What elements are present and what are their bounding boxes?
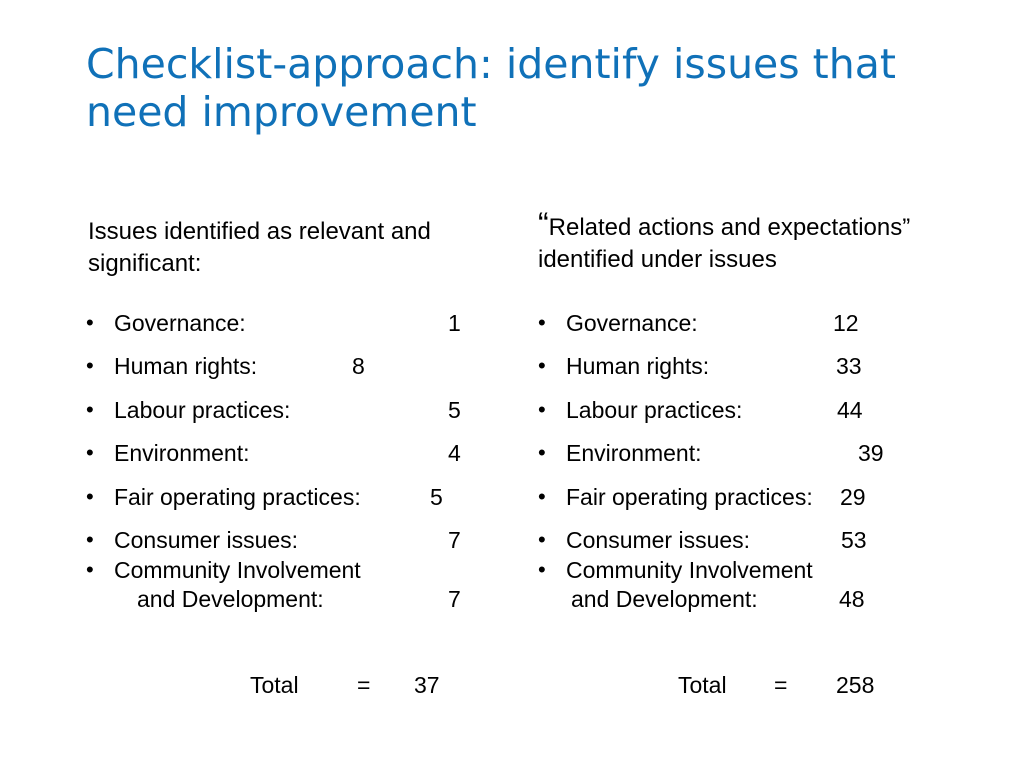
right-item-value: 29: [840, 484, 866, 510]
right-item-label: Environment:: [566, 440, 702, 466]
bullet-icon: •: [86, 310, 94, 335]
left-column-heading: Issues identified as relevant and signif…: [88, 218, 431, 277]
right-item-label: Fair operating practices:: [566, 484, 813, 510]
bullet-icon: •: [538, 484, 546, 509]
left-total-value: 37: [414, 672, 440, 698]
right-item-label: Governance:: [566, 310, 698, 336]
left-item-label: Environment:: [114, 440, 250, 466]
left-item-value: 5: [430, 484, 443, 510]
slide-title: Checklist-approach: identify issues that…: [86, 40, 896, 136]
right-column-heading: “Related actions and expectations” ident…: [538, 208, 978, 276]
right-heading-line2: identified under issues: [538, 246, 777, 273]
left-item-label: Community Involvement: [114, 557, 361, 583]
left-item-label: Human rights:: [114, 353, 258, 379]
bullet-icon: •: [86, 484, 94, 509]
right-item-value: 12: [833, 310, 859, 336]
left-total-label: Total: [250, 672, 299, 698]
bullet-icon: •: [538, 310, 546, 335]
left-item-value: 7: [448, 527, 461, 553]
right-item-label: Consumer issues:: [566, 527, 751, 553]
right-heading-line1: Related actions and expectations”: [548, 214, 911, 241]
bullet-icon: •: [538, 440, 546, 465]
left-item-value: 8: [352, 353, 365, 379]
left-item-label: Governance:: [114, 310, 246, 336]
left-item-value: 7: [448, 586, 461, 612]
right-item-label: Human rights:: [566, 353, 710, 379]
right-item-label-continued: and Development:: [571, 586, 758, 612]
bullet-icon: •: [538, 527, 546, 552]
right-item-value: 53: [841, 527, 867, 553]
right-item-label: Community Involvement: [566, 557, 813, 583]
right-item-value: 44: [837, 397, 863, 423]
bullet-icon: •: [538, 557, 546, 582]
right-item-value: 39: [858, 440, 884, 466]
right-total-value: 258: [836, 672, 875, 698]
bullet-icon: •: [86, 557, 94, 582]
bullet-icon: •: [86, 397, 94, 422]
bullet-icon: •: [86, 440, 94, 465]
open-quote-mark: “: [538, 206, 549, 242]
left-item-value: 5: [448, 397, 461, 423]
bullet-icon: •: [538, 397, 546, 422]
bullet-icon: •: [86, 353, 94, 378]
left-item-label-continued: and Development:: [137, 586, 324, 612]
left-item-value: 4: [448, 440, 461, 466]
right-item-value: 33: [836, 353, 862, 379]
left-item-label: Consumer issues:: [114, 527, 299, 553]
right-total-label: Total: [678, 672, 727, 698]
right-item-label: Labour practices:: [566, 397, 743, 423]
left-total-equals: =: [357, 672, 371, 698]
left-item-value: 1: [448, 310, 461, 336]
right-total-equals: =: [774, 672, 788, 698]
bullet-icon: •: [538, 353, 546, 378]
left-item-label: Labour practices:: [114, 397, 291, 423]
bullet-icon: •: [86, 527, 94, 552]
right-item-value: 48: [839, 586, 865, 612]
left-item-label: Fair operating practices:: [114, 484, 361, 510]
